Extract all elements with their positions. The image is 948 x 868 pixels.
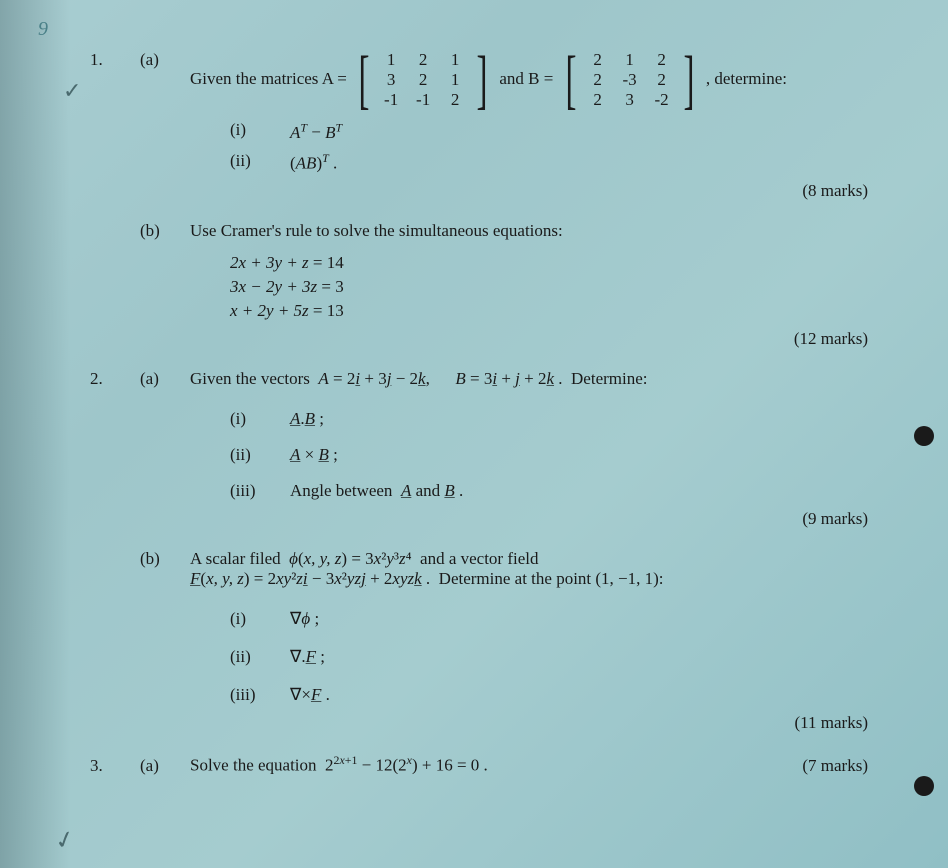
equation: 3x − 2y + 3z = 3: [230, 275, 888, 299]
question-content: Given the vectors A = 2i + 3j − 2k, B = …: [190, 369, 888, 389]
paper-shadow: [0, 0, 70, 868]
sub-text: ∇ϕ ;: [290, 609, 319, 629]
sub-text: ∇×F .: [290, 685, 330, 705]
question-3a: 3. (a) Solve the equation 22x+1 − 12(2x)…: [90, 753, 888, 776]
sub-items: (i) A.B ; (ii) A × B ; (iii) Angle betwe…: [190, 409, 888, 501]
equation: 2x + 3y + z = 14: [230, 251, 888, 275]
hole-punch-icon: [914, 776, 934, 796]
sub-label: (ii): [230, 151, 290, 174]
text: and B =: [499, 69, 553, 88]
sub-label: (i): [230, 609, 290, 629]
question-1b: (b) Use Cramer's rule to solve the simul…: [90, 221, 888, 241]
sub-text: Angle between A and B .: [290, 481, 463, 501]
question-1a: 1. (a) Given the matrices A = [ 121 321 …: [90, 50, 888, 110]
checkmark-icon: ✓: [63, 78, 81, 104]
marks: (11 marks): [90, 713, 868, 733]
sub-items: (i) ∇ϕ ; (ii) ∇.F ; (iii) ∇×F .: [190, 609, 888, 705]
sub-label: (iii): [230, 685, 290, 705]
marks: (7 marks): [748, 756, 868, 776]
question-2a: 2. (a) Given the vectors A = 2i + 3j − 2…: [90, 369, 888, 389]
exam-page: 9 ✓ 1. (a) Given the matrices A = [ 121 …: [0, 0, 948, 868]
question-number: 1.: [90, 50, 140, 110]
part-label: (a): [140, 756, 190, 776]
equations: 2x + 3y + z = 14 3x − 2y + 3z = 3 x + 2y…: [190, 251, 888, 323]
sub-label: (i): [230, 120, 290, 143]
sub-label: (iii): [230, 481, 290, 501]
sub-label: (ii): [230, 647, 290, 667]
marks: (8 marks): [90, 181, 868, 201]
question-content: Given the matrices A = [ 121 321 -1-12 ]…: [190, 50, 888, 110]
question-content: A scalar filed ϕ(x, y, z) = 3x²y³z⁴ and …: [190, 549, 888, 589]
marks: (12 marks): [90, 329, 868, 349]
text: , determine:: [706, 69, 787, 88]
matrix-a: [ 121 321 -1-12 ]: [353, 50, 493, 110]
question-content: Use Cramer's rule to solve the simultane…: [190, 221, 888, 241]
question-number: 3.: [90, 756, 140, 776]
sub-text: ∇.F ;: [290, 647, 325, 667]
question-2b: (b) A scalar filed ϕ(x, y, z) = 3x²y³z⁴ …: [90, 549, 888, 589]
matrix-b: [ 212 2-32 23-2 ]: [560, 50, 700, 110]
part-label: (b): [140, 221, 190, 241]
hole-punch-icon: [914, 426, 934, 446]
sub-label: (i): [230, 409, 290, 429]
sub-text: A.B ;: [290, 409, 324, 429]
text: Given the matrices A =: [190, 69, 347, 88]
sub-items: (i) AT − BT (ii) (AB)T .: [190, 120, 888, 173]
marks: (9 marks): [90, 509, 868, 529]
equation: x + 2y + 5z = 13: [230, 299, 888, 323]
handwritten-digit: 9: [38, 18, 48, 41]
part-label: (b): [140, 549, 190, 589]
part-label: (a): [140, 50, 190, 110]
sub-text: A × B ;: [290, 445, 338, 465]
question-content: Solve the equation 22x+1 − 12(2x) + 16 =…: [190, 753, 748, 776]
sub-label: (ii): [230, 445, 290, 465]
sub-text: AT − BT: [290, 120, 342, 143]
question-number: 2.: [90, 369, 140, 389]
part-label: (a): [140, 369, 190, 389]
sub-text: (AB)T .: [290, 151, 337, 174]
